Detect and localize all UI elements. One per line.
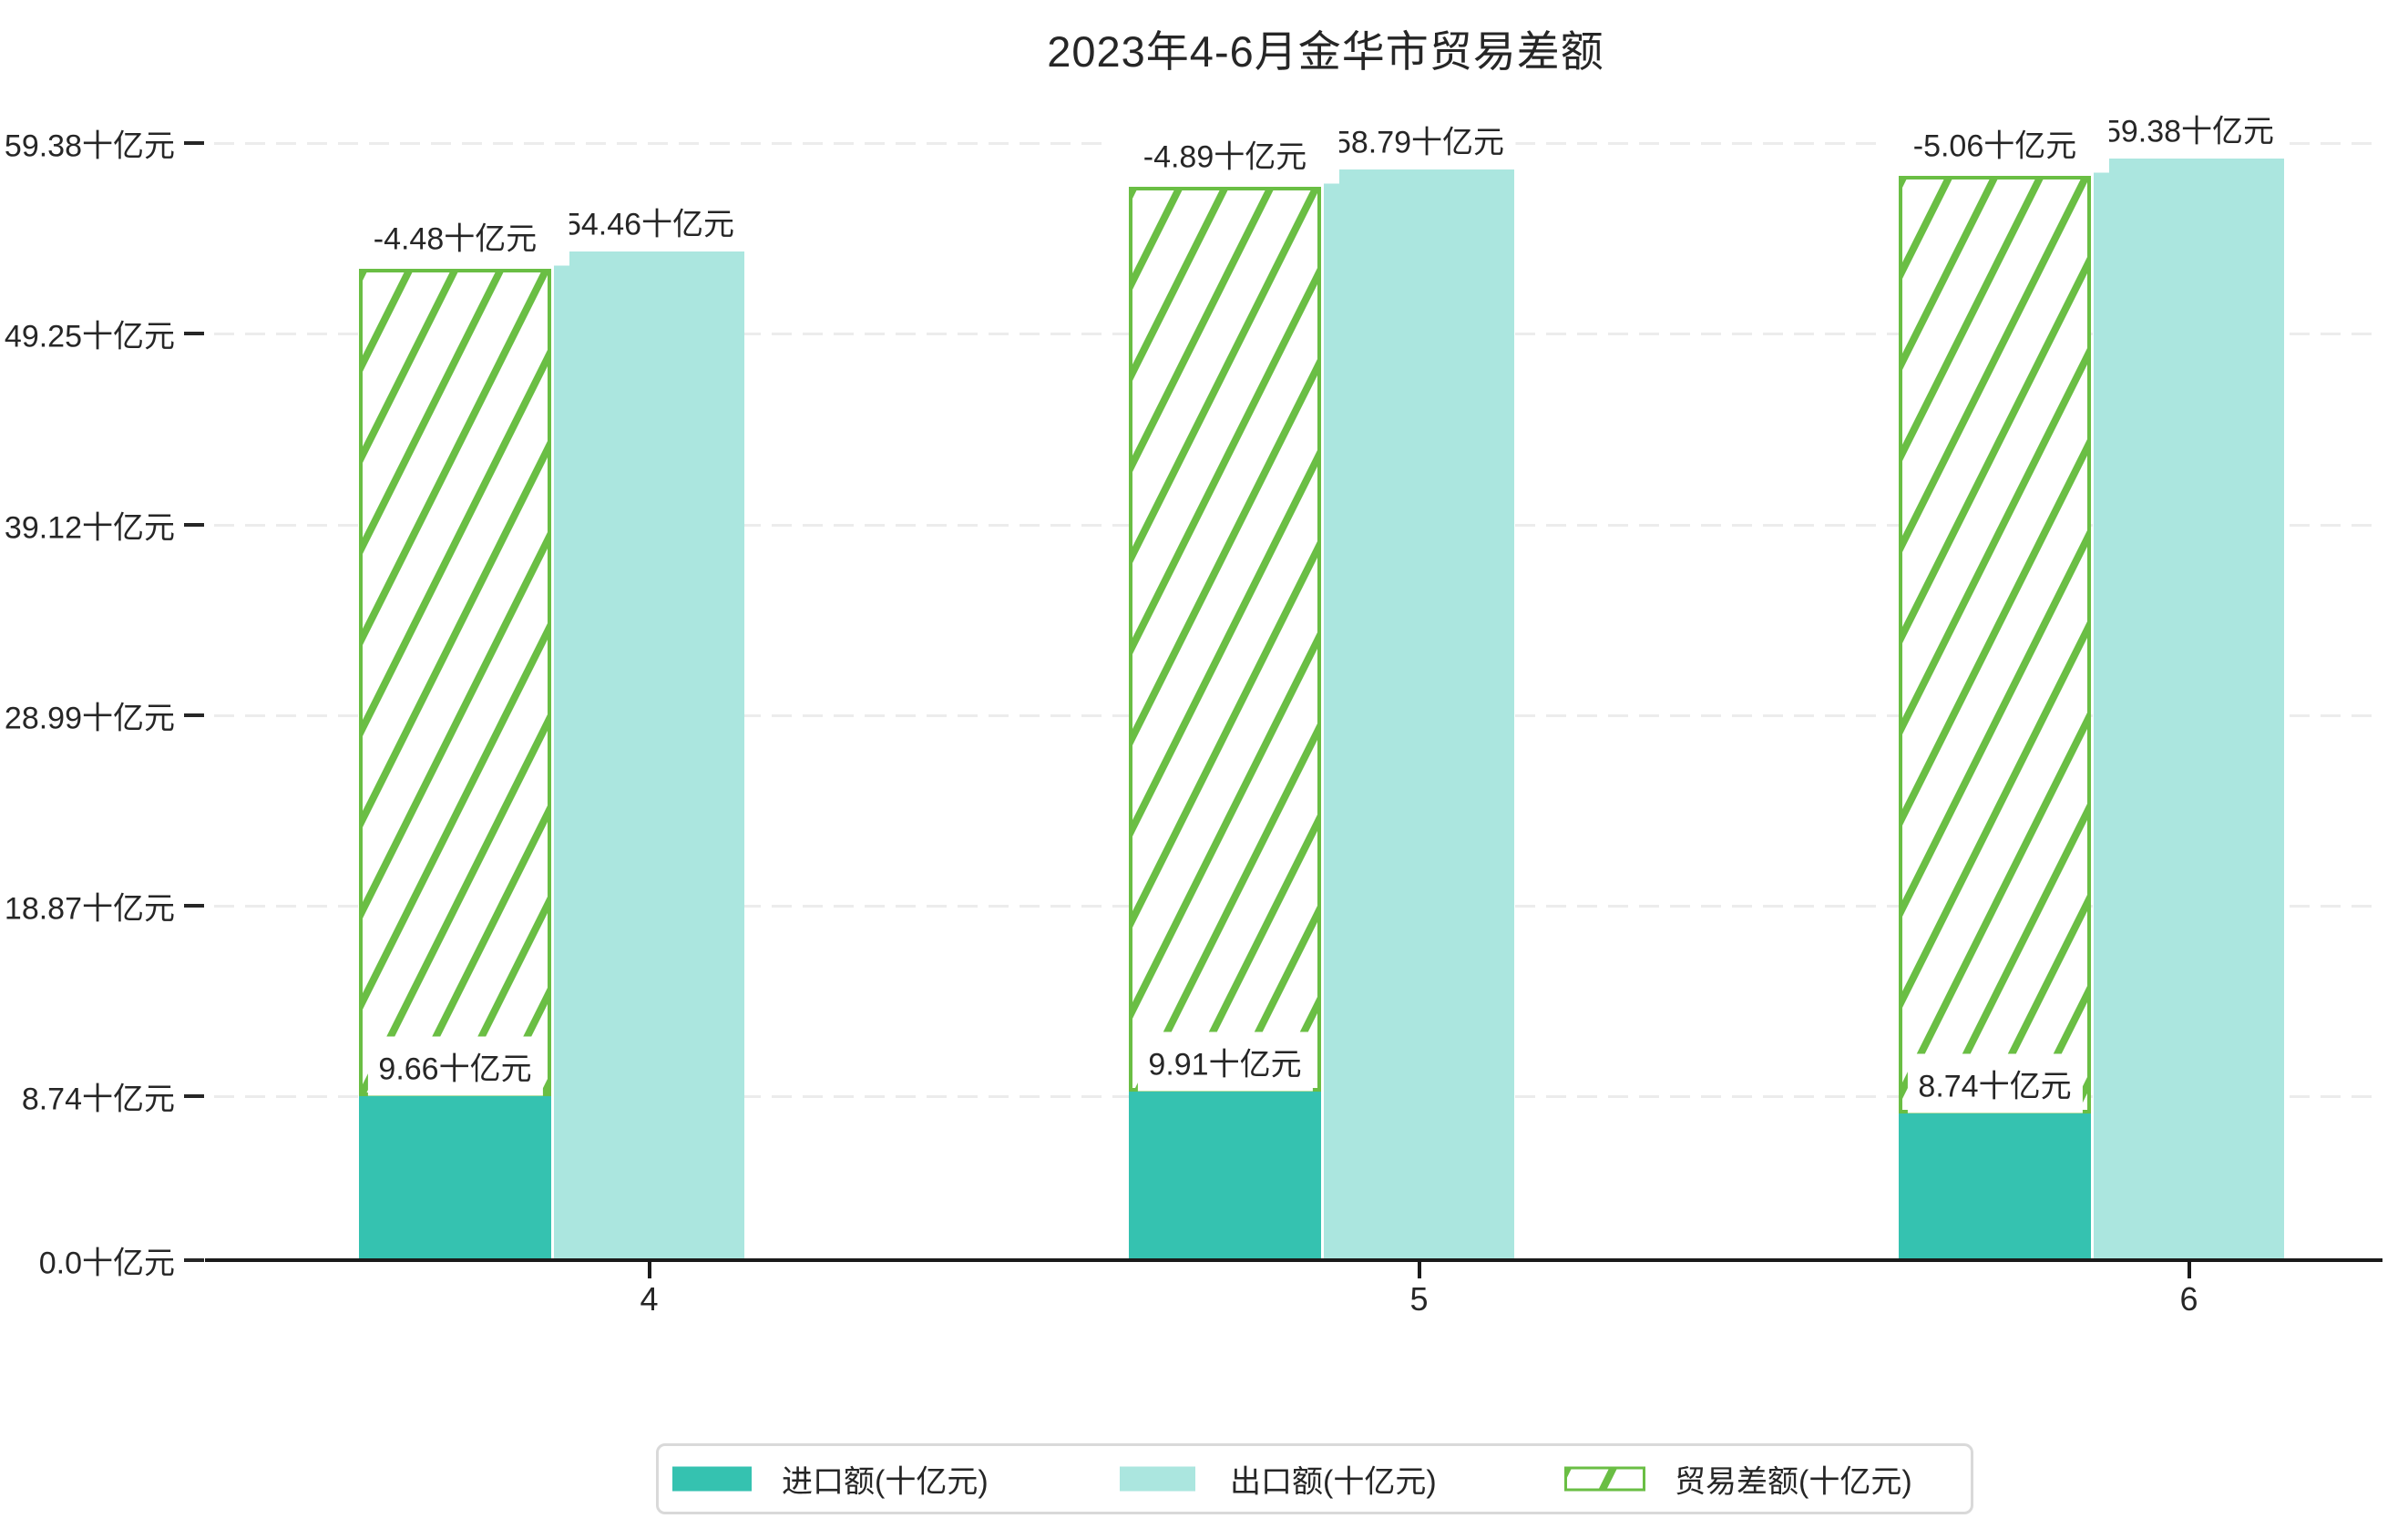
- import-value-label: 8.74十亿元: [1907, 1053, 2083, 1113]
- export-value-label: 58.79十亿元: [1322, 109, 1516, 169]
- y-tick-mark: [184, 332, 204, 336]
- import-bar: [1899, 1113, 2091, 1260]
- y-tick-label: 39.12十亿元: [4, 510, 175, 546]
- trade-balance-value-label: -4.89十亿元: [1111, 124, 1339, 184]
- legend-swatch-export: [1120, 1466, 1195, 1492]
- import-bar: [1129, 1092, 1321, 1260]
- chart-title: 2023年4-6月金华市贸易差额: [1047, 27, 1604, 76]
- y-tick-mark: [184, 522, 204, 527]
- legend-label: 出口额(十亿元): [1230, 1464, 1437, 1500]
- legend-label: 进口额(十亿元): [782, 1464, 989, 1500]
- y-tick-label: 59.38十亿元: [4, 128, 175, 164]
- export-value-label: 59.38十亿元: [2092, 98, 2286, 159]
- y-tick-label: 28.99十亿元: [4, 701, 175, 736]
- y-tick-mark: [184, 141, 204, 146]
- export-bar: [2094, 159, 2284, 1260]
- x-axis-line: [205, 1258, 2382, 1262]
- y-tick-label: 0.0十亿元: [38, 1246, 175, 1281]
- legend-swatch-hatch: [1564, 1466, 1645, 1492]
- import-bar: [359, 1096, 551, 1260]
- y-tick-label: 18.87十亿元: [4, 891, 175, 927]
- legend: 进口额(十亿元) 出口额(十亿元) 贸易差额(十亿元): [656, 1443, 1973, 1514]
- y-tick-label: 49.25十亿元: [4, 319, 175, 354]
- export-bar: [554, 251, 744, 1260]
- trade-balance-bar: [1129, 187, 1321, 1092]
- legend-label: 贸易差额(十亿元): [1675, 1464, 1912, 1500]
- x-tick-mark: [2187, 1262, 2191, 1278]
- import-value-label: 9.91十亿元: [1137, 1031, 1313, 1092]
- y-tick-mark: [184, 903, 204, 908]
- import-value-label: 9.66十亿元: [367, 1036, 543, 1096]
- x-tick-mark: [647, 1262, 651, 1278]
- y-tick-mark: [184, 1258, 204, 1262]
- trade-balance-bar: [359, 269, 551, 1096]
- y-tick-label: 8.74十亿元: [21, 1082, 175, 1117]
- trade-balance-value-label: -5.06十亿元: [1880, 113, 2109, 173]
- export-value-label: 54.46十亿元: [552, 191, 746, 251]
- x-tick-label: 4: [640, 1280, 659, 1318]
- x-tick-label: 6: [2179, 1280, 2198, 1318]
- trade-balance-value-label: -4.48十亿元: [341, 206, 569, 266]
- y-tick-mark: [184, 713, 204, 717]
- trade-balance-bar: [1899, 176, 2091, 1113]
- y-tick-mark: [184, 1093, 204, 1098]
- x-tick-label: 5: [1409, 1280, 1429, 1318]
- x-tick-mark: [1417, 1262, 1421, 1278]
- export-bar: [1324, 169, 1514, 1260]
- legend-swatch-import: [672, 1466, 752, 1492]
